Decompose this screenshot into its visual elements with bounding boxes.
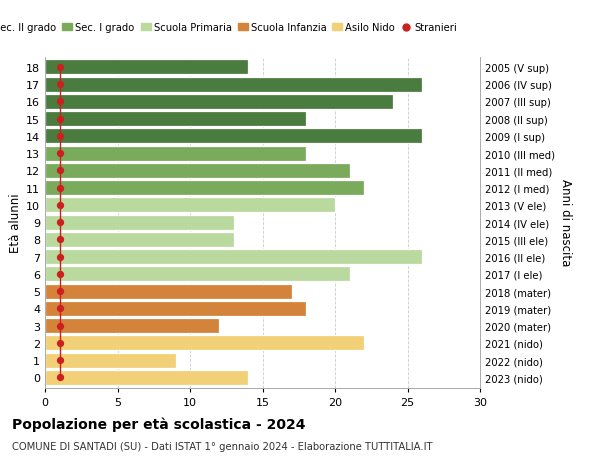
Bar: [45, 163, 349, 179]
Bar: [45, 301, 306, 316]
Point: [55, 150, 64, 157]
Bar: [45, 77, 422, 92]
Point: [55, 185, 64, 192]
Point: [55, 133, 64, 140]
Point: [55, 374, 64, 381]
Bar: [45, 95, 393, 110]
Point: [55, 168, 64, 175]
Legend: Sec. II grado, Sec. I grado, Scuola Primaria, Scuola Infanzia, Asilo Nido, Stran: Sec. II grado, Sec. I grado, Scuola Prim…: [0, 19, 461, 37]
Bar: [45, 198, 335, 213]
Point: [55, 202, 64, 209]
Y-axis label: Età alunni: Età alunni: [9, 193, 22, 252]
Point: [55, 64, 64, 71]
Point: [55, 253, 64, 261]
Bar: [45, 146, 306, 162]
Bar: [45, 284, 292, 299]
Point: [55, 340, 64, 347]
Point: [55, 116, 64, 123]
Bar: [45, 60, 248, 75]
Point: [55, 99, 64, 106]
Point: [55, 305, 64, 312]
Text: Popolazione per età scolastica - 2024: Popolazione per età scolastica - 2024: [12, 417, 305, 431]
Bar: [45, 112, 306, 127]
Bar: [45, 319, 219, 333]
Y-axis label: Anni di nascita: Anni di nascita: [559, 179, 572, 266]
Point: [55, 236, 64, 243]
Bar: [45, 267, 349, 282]
Point: [55, 270, 64, 278]
Bar: [45, 370, 248, 385]
Bar: [45, 215, 233, 230]
Bar: [45, 353, 176, 368]
Point: [55, 219, 64, 226]
Bar: [45, 232, 233, 247]
Bar: [45, 249, 422, 264]
Point: [55, 81, 64, 89]
Bar: [45, 336, 364, 351]
Text: COMUNE DI SANTADI (SU) - Dati ISTAT 1° gennaio 2024 - Elaborazione TUTTITALIA.IT: COMUNE DI SANTADI (SU) - Dati ISTAT 1° g…: [12, 441, 433, 451]
Point: [55, 288, 64, 295]
Bar: [45, 180, 364, 196]
Point: [55, 322, 64, 330]
Point: [55, 357, 64, 364]
Bar: [45, 129, 422, 144]
